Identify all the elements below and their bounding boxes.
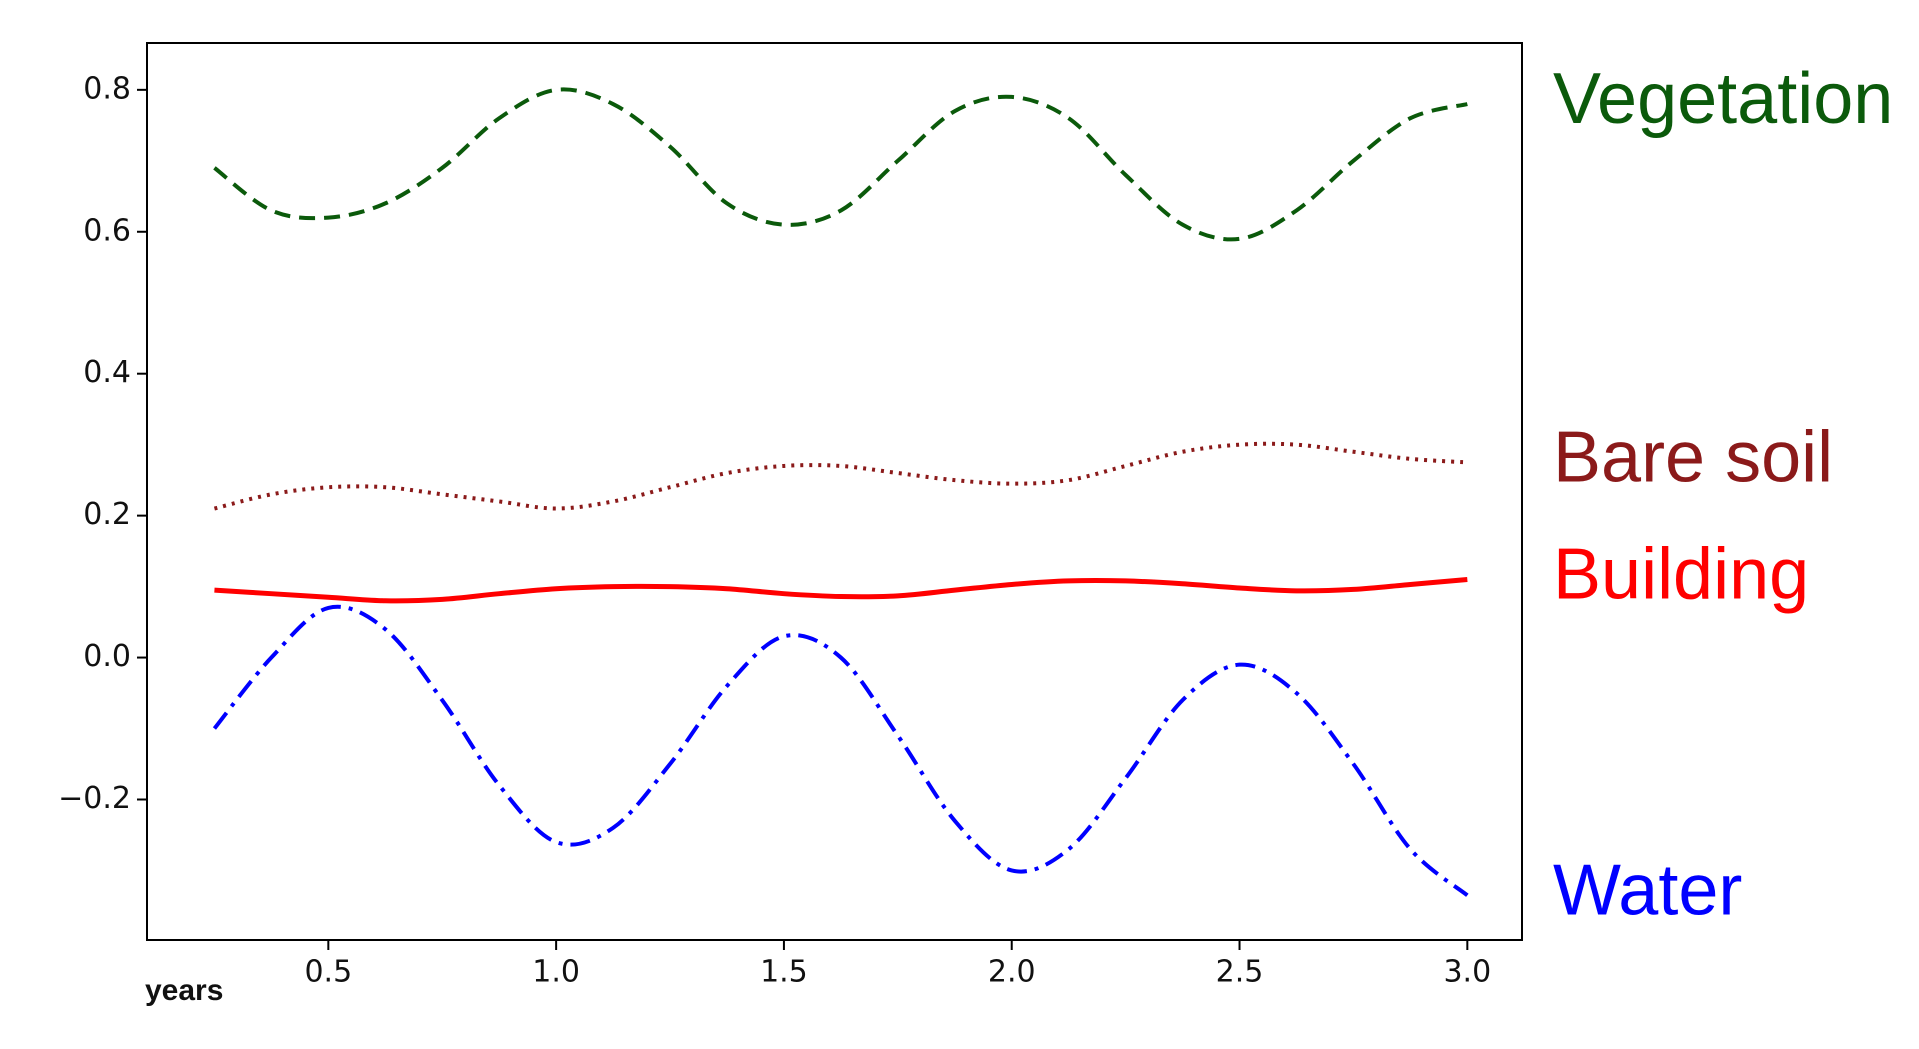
y-tick-label: 0.6	[83, 213, 131, 248]
series-line	[212, 604, 1469, 897]
x-tick-label: 1.5	[760, 955, 808, 990]
series-line	[214, 577, 1468, 604]
series-label: Water	[1553, 850, 1742, 930]
y-tick-label: 0.2	[83, 497, 131, 532]
x-tick-label: 1.0	[532, 955, 580, 990]
series-label: Bare soil	[1553, 417, 1833, 497]
y-tick-label: 0.8	[83, 71, 131, 106]
series-line	[213, 441, 1468, 511]
x-tick-label: 0.5	[304, 955, 352, 990]
y-tick-label: −0.2	[58, 781, 131, 816]
y-tick-label: 0.0	[83, 639, 131, 674]
x-tick-label: 3.0	[1443, 955, 1491, 990]
plot-frame	[146, 42, 1523, 941]
series-label: Building	[1553, 535, 1809, 615]
series-label: Vegetation	[1553, 59, 1893, 139]
y-tick-label: 0.4	[83, 355, 131, 390]
x-tick-label: 2.5	[1216, 955, 1264, 990]
x-axis-label: years	[145, 974, 223, 1007]
series-line	[213, 87, 1468, 242]
x-tick-label: 2.0	[988, 955, 1036, 990]
